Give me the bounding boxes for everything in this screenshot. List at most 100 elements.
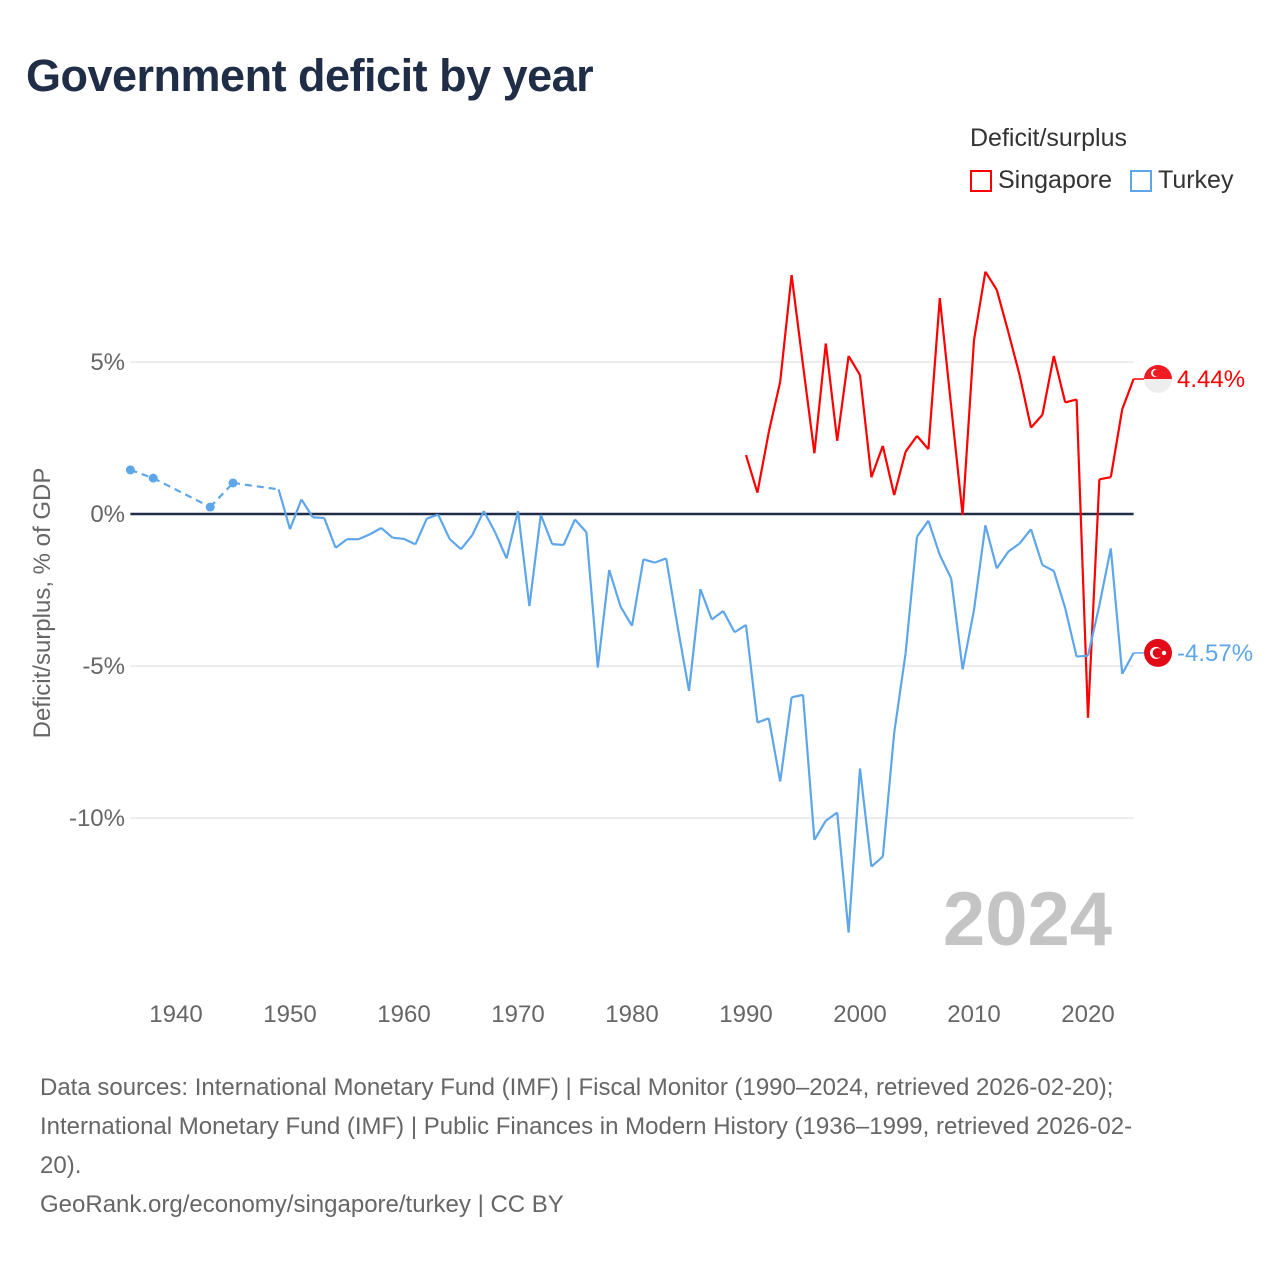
turkey-segment <box>232 481 279 491</box>
turkey-segment <box>847 768 862 933</box>
singapore-segment <box>1075 399 1090 718</box>
legend: Singapore Turkey <box>970 166 1233 195</box>
turkey-segment <box>927 520 941 556</box>
singapore-segment <box>893 451 907 496</box>
turkey-segment <box>608 569 622 608</box>
footer-attribution-link[interactable]: GeoRank.org/economy/singapore/turkey | C… <box>40 1191 564 1218</box>
singapore-segment <box>1064 398 1077 404</box>
turkey-segment <box>574 518 588 533</box>
crescent-cut <box>1153 369 1160 377</box>
turkey-segment <box>881 732 896 857</box>
turkey-segment <box>984 524 998 569</box>
turkey-segment <box>539 514 554 545</box>
x-tick-label: 1970 <box>491 1001 544 1028</box>
singapore-segment <box>950 406 964 516</box>
x-tick-label: 2000 <box>833 1001 886 1028</box>
turkey-segment <box>676 626 691 692</box>
singapore-segment <box>1109 409 1124 478</box>
y-tick-label: 0% <box>90 501 125 528</box>
turkey-segment <box>562 519 577 546</box>
singapore-segment <box>824 343 839 441</box>
legend-item-singapore[interactable]: Singapore <box>970 166 1112 195</box>
singapore-segment <box>1030 414 1044 429</box>
singapore-segment <box>1018 374 1033 428</box>
legend-label-singapore: Singapore <box>998 166 1112 194</box>
y-tick-label: 5% <box>90 349 125 376</box>
turkey-segment <box>369 527 382 536</box>
turkey-segment <box>1064 607 1078 657</box>
singapore-segment <box>972 271 987 341</box>
singapore-end-value: 4.44% <box>1177 366 1245 393</box>
turkey-segment <box>437 514 451 540</box>
legend-swatch-turkey <box>1129 169 1152 192</box>
turkey-segment <box>870 855 884 868</box>
singapore-segment <box>984 271 998 291</box>
turkey-segment <box>630 559 645 627</box>
turkey-segment <box>801 694 816 840</box>
current-year-label: 2024 <box>943 877 1112 962</box>
singapore-segment <box>790 274 805 366</box>
turkey-segment <box>426 513 439 520</box>
singapore-segment <box>961 340 976 515</box>
turkey-segment <box>516 510 531 607</box>
turkey-segment <box>312 516 325 520</box>
turkey-segment <box>711 610 724 621</box>
x-tick-label: 1940 <box>149 1001 202 1028</box>
turkey-segment <box>585 532 599 668</box>
x-tick-label: 1960 <box>377 1001 430 1028</box>
turkey-segment <box>825 811 838 822</box>
turkey-segment <box>893 653 907 734</box>
legend-title: Deficit/surplus <box>970 124 1127 152</box>
turkey-segment <box>654 557 667 564</box>
turkey-segment <box>904 536 919 654</box>
singapore-segment <box>767 381 782 433</box>
turkey-segment <box>1052 570 1067 609</box>
turkey-segment <box>380 527 394 539</box>
x-tick-label: 2020 <box>1061 1001 1114 1028</box>
turkey-segment <box>757 717 770 724</box>
turkey-segment <box>734 624 747 634</box>
x-tick-label: 1990 <box>719 1001 772 1028</box>
singapore-flag-icon <box>1144 365 1172 394</box>
crescent-cut <box>1152 648 1163 658</box>
y-tick-label: -10% <box>69 805 125 832</box>
turkey-data-point <box>125 465 135 475</box>
singapore-segment <box>847 355 861 376</box>
line-chart: 5% 0% -5% -10% 1940 1950 1960 1970 1980 1990 2000 2… <box>29 271 1253 1028</box>
turkey-segment <box>767 718 782 782</box>
legend-item-turkey[interactable]: Turkey <box>1129 166 1233 195</box>
turkey-segment <box>1098 548 1112 606</box>
turkey-segment <box>916 520 930 538</box>
turkey-segment <box>460 534 474 550</box>
star <box>1161 650 1167 656</box>
turkey-segment <box>448 538 462 551</box>
singapore-segment <box>870 445 884 478</box>
singapore-segment <box>1099 476 1112 481</box>
singapore-segment <box>858 374 873 478</box>
turkey-data-point <box>228 478 238 488</box>
x-tick-label: 1980 <box>605 1001 658 1028</box>
turkey-segment <box>791 693 804 699</box>
singapore-segment <box>1041 355 1055 416</box>
singapore-segment <box>904 435 918 453</box>
turkey-segment <box>528 514 542 607</box>
singapore-segment <box>1086 479 1101 718</box>
y-tick-label: -5% <box>82 653 125 680</box>
footer: Data sources: International Monetary Fun… <box>40 1068 1240 1224</box>
turkey-segment <box>972 525 987 611</box>
singapore-segment <box>779 274 793 382</box>
singapore-segment <box>995 289 1010 332</box>
source-line-3: 20). <box>40 1152 82 1179</box>
turkey-segment <box>722 610 736 633</box>
turkey-flag-icon <box>1144 638 1172 667</box>
turkey-segment <box>961 609 976 670</box>
singapore-segment <box>1052 355 1067 403</box>
singapore-segment <box>916 435 930 450</box>
turkey-segment <box>1076 654 1089 658</box>
turkey-segment <box>813 820 827 841</box>
turkey-segment <box>288 499 303 530</box>
y-axis-label: Deficit/surplus, % of GDP <box>29 468 56 739</box>
turkey-segment <box>744 624 759 723</box>
turkey-segment <box>277 489 292 530</box>
turkey-segment <box>482 510 497 534</box>
